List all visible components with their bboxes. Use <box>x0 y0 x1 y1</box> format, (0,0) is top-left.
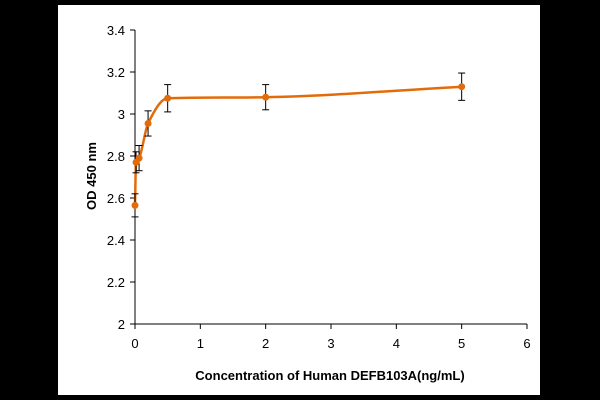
y-tick-label: 3.2 <box>107 65 125 80</box>
x-tick-label: 6 <box>523 336 530 351</box>
y-tick-label: 2.6 <box>107 191 125 206</box>
series-line <box>133 85 462 206</box>
y-tick-label: 2.2 <box>107 275 125 290</box>
chart-frame <box>58 5 540 395</box>
points <box>131 83 466 209</box>
data-point <box>135 154 143 162</box>
x-tick-label: 0 <box>131 336 138 351</box>
error-bars <box>131 72 466 218</box>
x-tick-label: 2 <box>262 336 269 351</box>
x-tick-label: 4 <box>393 336 400 351</box>
data-point <box>458 83 466 91</box>
x-tick-label: 5 <box>458 336 465 351</box>
y-tick-label: 2.8 <box>107 149 125 164</box>
y-axis-title: OD 450 nm <box>84 142 99 210</box>
ticks <box>130 29 528 329</box>
x-tick-label: 3 <box>327 336 334 351</box>
x-axis-title: Concentration of Human DEFB103A(ng/mL) <box>195 368 464 383</box>
y-tick-label: 3 <box>118 107 125 122</box>
tick-labels: 0 1 2 3 4 5 6 2 2.2 2.4 2.6 2.8 3 3.2 3.4 <box>107 23 531 351</box>
y-tick-label: 3.4 <box>107 23 125 38</box>
data-point <box>131 201 139 209</box>
data-point <box>144 119 152 127</box>
y-tick-label: 2.4 <box>107 233 125 248</box>
x-tick-label: 1 <box>197 336 204 351</box>
y-tick-label: 2 <box>118 317 125 332</box>
axes <box>134 30 527 325</box>
data-point <box>262 93 270 101</box>
data-point <box>164 94 172 102</box>
